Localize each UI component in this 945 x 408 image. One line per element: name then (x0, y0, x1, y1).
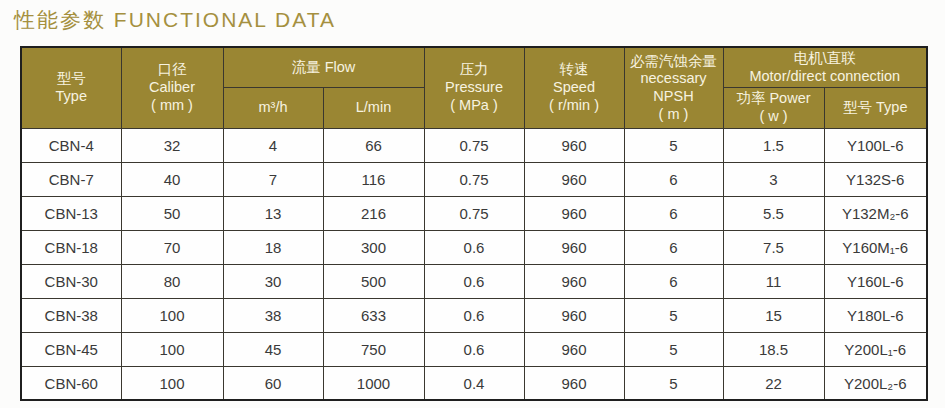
header-motor: 电机\直联 Motor/direct connection (723, 47, 927, 88)
table-cell: Y200L₁-6 (824, 332, 927, 366)
table-cell: 22 (723, 366, 824, 400)
table-cell: 5.5 (723, 196, 824, 230)
header-npsh: 必需汽蚀余量 necessary NPSH ( m ) (624, 47, 723, 128)
table-row: CBN-74071160.7596063Y132S-6 (21, 162, 927, 196)
table-row: CBN-1870183000.696067.5Y160M₁-6 (21, 230, 927, 264)
functional-data-table: 型号 Type 口径 Caliber ( mm ) 流量 Flow 压力 Pre… (20, 46, 928, 401)
table-cell: 500 (323, 264, 424, 298)
table-cell: Y160M₁-6 (824, 230, 927, 264)
table-cell: 5 (624, 298, 723, 332)
table-cell: 1000 (323, 366, 424, 400)
header-caliber: 口径 Caliber ( mm ) (121, 47, 223, 128)
table-cell: 100 (121, 366, 223, 400)
table-cell: 0.6 (424, 298, 524, 332)
table-cell: 6 (624, 196, 723, 230)
table-cell: 40 (121, 162, 223, 196)
table-cell: 960 (524, 196, 624, 230)
table-header: 型号 Type 口径 Caliber ( mm ) 流量 Flow 压力 Pre… (21, 47, 927, 128)
table-cell: 0.6 (424, 332, 524, 366)
table-cell: 13 (223, 196, 323, 230)
header-motor-type: 型号 Type (824, 88, 927, 128)
header-speed: 转速 Speed ( r/min ) (524, 47, 624, 128)
table-cell: 5 (624, 128, 723, 162)
table-row: CBN-601006010000.4960522Y200L₂-6 (21, 366, 927, 400)
header-flow: 流量 Flow (223, 47, 424, 88)
table-cell: 6 (624, 230, 723, 264)
table-cell: 70 (121, 230, 223, 264)
table-body: CBN-4324660.7596051.5Y100L-6CBN-74071160… (21, 128, 927, 400)
table-row: CBN-38100386330.6960515Y180L-6 (21, 298, 927, 332)
table-cell: CBN-38 (21, 298, 121, 332)
table-cell: Y132S-6 (824, 162, 927, 196)
table-cell: CBN-13 (21, 196, 121, 230)
table-row: CBN-4324660.7596051.5Y100L-6 (21, 128, 927, 162)
header-type: 型号 Type (21, 47, 121, 128)
header-flow-m3h: m³/h (223, 88, 323, 128)
header-motor-power: 功率 Power ( w ) (723, 88, 824, 128)
table-cell: 60 (223, 366, 323, 400)
table-cell: 960 (524, 264, 624, 298)
table-cell: CBN-45 (21, 332, 121, 366)
table-cell: 100 (121, 298, 223, 332)
table-cell: CBN-18 (21, 230, 121, 264)
table-cell: 3 (723, 162, 824, 196)
table-cell: 960 (524, 128, 624, 162)
table-cell: 0.6 (424, 230, 524, 264)
table-cell: 5 (624, 366, 723, 400)
table-cell: 100 (121, 332, 223, 366)
table-cell: 18.5 (723, 332, 824, 366)
table-cell: 7 (223, 162, 323, 196)
table-cell: 960 (524, 162, 624, 196)
header-flow-lmin: L/min (323, 88, 424, 128)
table-cell: 960 (524, 366, 624, 400)
table-cell: Y160L-6 (824, 264, 927, 298)
table-cell: Y132M₂-6 (824, 196, 927, 230)
table-cell: 116 (323, 162, 424, 196)
table-cell: 750 (323, 332, 424, 366)
table-cell: 38 (223, 298, 323, 332)
table-cell: Y100L-6 (824, 128, 927, 162)
table-cell: 960 (524, 298, 624, 332)
table-cell: 0.75 (424, 162, 524, 196)
table-cell: CBN-60 (21, 366, 121, 400)
table-cell: 66 (323, 128, 424, 162)
table-cell: 15 (723, 298, 824, 332)
catalog-page: 性能参数 FUNCTIONAL DATA 型号 Type 口径 Caliber … (0, 0, 945, 408)
table-cell: 960 (524, 230, 624, 264)
table-cell: CBN-7 (21, 162, 121, 196)
table-cell: 960 (524, 332, 624, 366)
table-cell: 45 (223, 332, 323, 366)
table-row: CBN-45100457500.6960518.5Y200L₁-6 (21, 332, 927, 366)
header-row-1: 型号 Type 口径 Caliber ( mm ) 流量 Flow 压力 Pre… (21, 47, 927, 88)
table-cell: 50 (121, 196, 223, 230)
table-row: CBN-3080305000.6960611Y160L-6 (21, 264, 927, 298)
table-cell: 0.6 (424, 264, 524, 298)
table-cell: 0.75 (424, 128, 524, 162)
table-cell: 6 (624, 162, 723, 196)
table-cell: CBN-4 (21, 128, 121, 162)
table-cell: 7.5 (723, 230, 824, 264)
table-cell: 1.5 (723, 128, 824, 162)
table-cell: CBN-30 (21, 264, 121, 298)
table-cell: 0.75 (424, 196, 524, 230)
table-cell: 633 (323, 298, 424, 332)
table-cell: 300 (323, 230, 424, 264)
table-cell: 5 (624, 332, 723, 366)
table-cell: 30 (223, 264, 323, 298)
table-cell: 216 (323, 196, 424, 230)
table-cell: 32 (121, 128, 223, 162)
table-row: CBN-1350132160.7596065.5Y132M₂-6 (21, 196, 927, 230)
table-cell: 4 (223, 128, 323, 162)
header-pressure: 压力 Pressure ( MPa ) (424, 47, 524, 128)
table-cell: Y200L₂-6 (824, 366, 927, 400)
table-cell: 11 (723, 264, 824, 298)
page-title: 性能参数 FUNCTIONAL DATA (14, 6, 336, 34)
table-cell: 0.4 (424, 366, 524, 400)
table-cell: 80 (121, 264, 223, 298)
table-cell: 18 (223, 230, 323, 264)
table-cell: Y180L-6 (824, 298, 927, 332)
table-cell: 6 (624, 264, 723, 298)
